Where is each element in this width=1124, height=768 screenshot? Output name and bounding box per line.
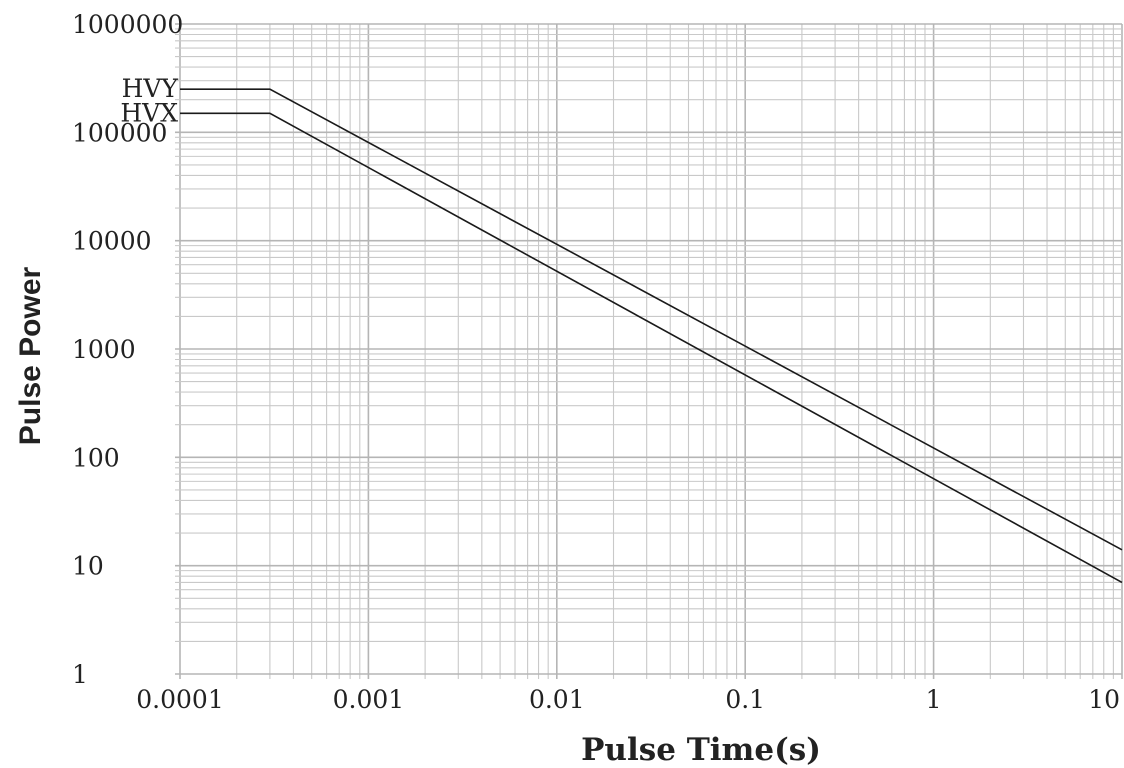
series-line-hvx	[180, 112, 1123, 584]
x-tick-label: 0.01	[529, 685, 585, 714]
y-tick-labels: 1 10 100 1000 10000 100000 1000000	[72, 10, 183, 689]
y-tick-label: 1000	[72, 335, 136, 364]
series-line-hvy	[180, 88, 1123, 551]
x-tick-labels: 0.0001 0.001 0.01 0.1 1 10	[136, 685, 1120, 714]
y-tick-label: 10	[72, 552, 104, 581]
y-tick-label: 1	[72, 660, 88, 689]
x-tick-label: 0.1	[725, 685, 765, 714]
x-tick-label: 10	[1088, 685, 1120, 714]
y-tick-label: 1000000	[72, 10, 183, 39]
y-tick-label: 100000	[72, 118, 167, 147]
series-lines	[180, 88, 1123, 584]
y-tick-label: 100	[72, 443, 120, 472]
grid	[175, 23, 1123, 679]
x-tick-label: 0.0001	[136, 685, 223, 714]
series-label-hvx: HVX	[120, 98, 178, 127]
x-tick-label: 1	[926, 685, 942, 714]
series-label-hvy: HVY	[122, 74, 179, 103]
x-axis-title: Pulse Time(s)	[581, 732, 821, 768]
x-tick-label: 0.001	[333, 685, 405, 714]
y-axis-title: Pulse Power	[14, 266, 47, 445]
y-tick-label: 10000	[72, 227, 152, 256]
